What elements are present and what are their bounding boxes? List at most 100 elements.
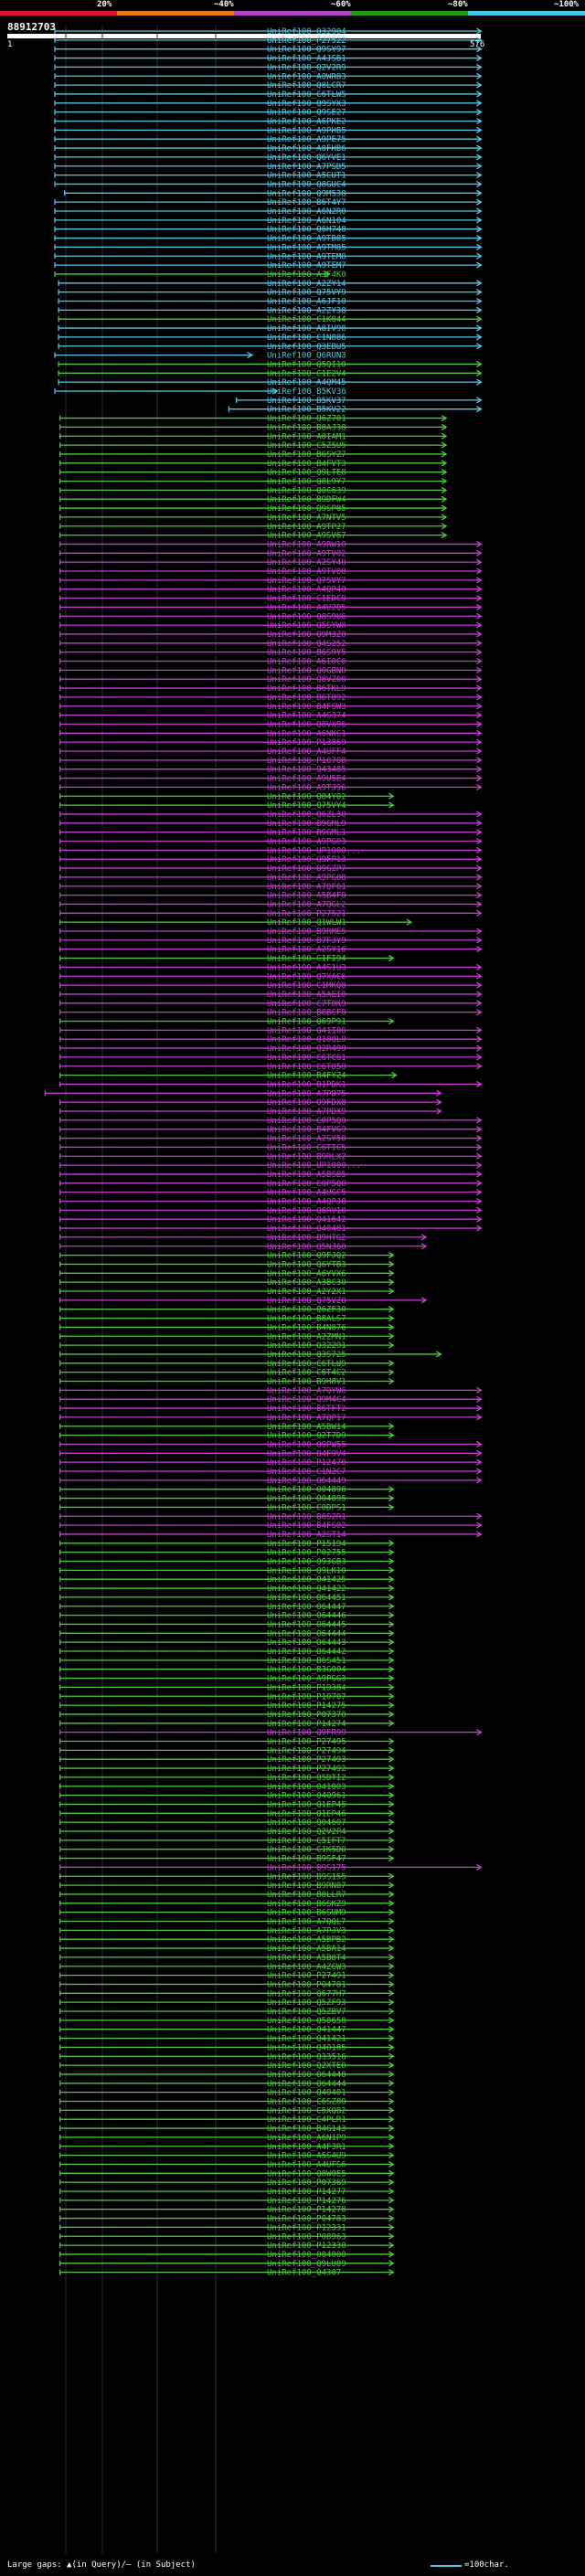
hit-label[interactable]: UniRef100_A9SV67: [267, 532, 346, 541]
hit-label[interactable]: UniRef100_Q9LTE8: [267, 469, 346, 478]
hit-label[interactable]: UniRef100_A7NTV5: [267, 514, 346, 523]
hit-label[interactable]: UniRef100_Q40961: [267, 1792, 346, 1801]
hit-label[interactable]: UniRef100_B6S451: [267, 1657, 346, 1666]
hit-label[interactable]: UniRef100_B9SF47: [267, 1855, 346, 1864]
hit-label[interactable]: UniRef100_A5B8T4: [267, 1954, 346, 1963]
hit-label[interactable]: UniRef100_O64446: [267, 1612, 346, 1621]
hit-label[interactable]: UniRef100_O04895: [267, 1495, 346, 1504]
hit-label[interactable]: UniRef100_A9PE75: [267, 135, 346, 144]
hit-label[interactable]: UniRef100_O04000: [267, 2251, 346, 2260]
hit-label[interactable]: UniRef100_Q32291: [267, 1341, 346, 1351]
hit-label[interactable]: UniRef100_B9S155: [267, 1872, 346, 1882]
hit-label[interactable]: UniRef100_A2Y2X1: [267, 1288, 346, 1297]
hit-label[interactable]: UniRef100_C5Z5U5: [267, 441, 346, 451]
hit-label[interactable]: UniRef100_B7FJY9: [267, 937, 346, 946]
hit-label[interactable]: UniRef100_Q8LCR7: [267, 81, 346, 90]
hit-label[interactable]: UniRef100_P27494: [267, 1746, 346, 1755]
hit-label[interactable]: UniRef100_Q8GUC4: [267, 180, 346, 189]
hit-label[interactable]: UniRef100_Q7XAC6: [267, 972, 346, 981]
hit-label[interactable]: UniRef100_C5XQB2: [267, 2106, 346, 2115]
hit-label[interactable]: UniRef100_A9TEM8: [267, 252, 346, 261]
hit-label[interactable]: UniRef100_O64444: [267, 2080, 346, 2089]
hit-label[interactable]: UniRef100_Q6YTB3: [267, 1260, 346, 1269]
hit-label[interactable]: UniRef100_A5AEI0: [267, 991, 346, 1000]
hit-label[interactable]: UniRef100_B9H8V1: [267, 1378, 346, 1387]
hit-label[interactable]: UniRef100_A4JSB1: [267, 55, 346, 64]
hit-label[interactable]: UniRef100_Q10QL9: [267, 1035, 346, 1044]
hit-label[interactable]: UniRef100_P14278: [267, 2206, 346, 2215]
hit-label[interactable]: UniRef100_B4FSW3: [267, 703, 346, 712]
hit-label[interactable]: UniRef100_C7T0K9: [267, 1000, 346, 1009]
hit-label[interactable]: UniRef100_B8BCF0: [267, 1009, 346, 1018]
hit-label[interactable]: UniRef100_O64448: [267, 2071, 346, 2080]
hit-label[interactable]: UniRef100_A4S1U3: [267, 963, 346, 972]
hit-label[interactable]: UniRef100_A0WR83: [267, 72, 346, 81]
hit-label[interactable]: UniRef100_B9RME5: [267, 928, 346, 937]
hit-label[interactable]: UniRef100_B6S2R1: [267, 1512, 346, 1521]
hit-label[interactable]: UniRef100_A7QYW6: [267, 1386, 346, 1395]
hit-label[interactable]: UniRef100_C1FI94: [267, 955, 346, 964]
hit-label[interactable]: UniRef100_A6I0C6: [267, 658, 346, 667]
hit-label[interactable]: UniRef100_Q6Z701: [267, 415, 346, 424]
hit-label[interactable]: UniRef100_B4FYZ4: [267, 1072, 346, 1081]
hit-label[interactable]: UniRef100_A5CUT1: [267, 172, 346, 181]
hit-label[interactable]: UniRef100_Q75VY9: [267, 289, 346, 298]
hit-label[interactable]: UniRef100_B9RN07: [267, 1882, 346, 1891]
hit-label[interactable]: UniRef100_A4UGC5: [267, 1189, 346, 1198]
hit-label[interactable]: UniRef100_B4F9V4: [267, 1449, 346, 1458]
hit-label[interactable]: UniRef100_Q2V2R9: [267, 63, 346, 72]
hit-label[interactable]: UniRef100_O64447: [267, 1603, 346, 1612]
hit-label[interactable]: UniRef100_Q2V2P4: [267, 1828, 346, 1837]
hit-label[interactable]: UniRef100_P12330: [267, 2242, 346, 2251]
hit-label[interactable]: UniRef100_Q33516: [267, 2052, 346, 2062]
hit-label[interactable]: UniRef100_B3G004: [267, 1666, 346, 1675]
hit-label[interactable]: UniRef100_P14276: [267, 2197, 346, 2206]
hit-label[interactable]: UniRef100_A9TJ96: [267, 783, 346, 792]
hit-label[interactable]: UniRef100_B9HTG2: [267, 1234, 346, 1243]
hit-label[interactable]: UniRef100_Q8RV18: [267, 1206, 346, 1215]
hit-label[interactable]: UniRef100_Q40185: [267, 2043, 346, 2052]
hit-label[interactable]: UniRef100_Q1EP46: [267, 1809, 346, 1818]
hit-label[interactable]: UniRef100_Q32904: [267, 27, 346, 37]
hit-label[interactable]: UniRef100_Q6H748: [267, 226, 346, 235]
hit-label[interactable]: UniRef100_C1EDC9: [267, 595, 346, 604]
hit-label[interactable]: UniRef100_Q4307: [267, 2269, 341, 2278]
hit-label[interactable]: UniRef100_P04781: [267, 1980, 346, 1989]
hit-label[interactable]: UniRef100_Q5NJ60: [267, 1243, 346, 1252]
hit-label[interactable]: UniRef100_A4F3R1: [267, 2143, 346, 2152]
hit-label[interactable]: UniRef100_A2SY40: [267, 558, 346, 567]
hit-label[interactable]: UniRef100_O04896: [267, 1486, 346, 1495]
hit-label[interactable]: UniRef100_A5BA14: [267, 1945, 346, 1954]
hit-label[interactable]: UniRef100_P15194: [267, 1540, 346, 1549]
hit-label[interactable]: UniRef100_A8IAM1: [267, 432, 346, 441]
hit-label[interactable]: UniRef100_A9TV00: [267, 567, 346, 577]
hit-label[interactable]: UniRef100_Q41642: [267, 1215, 346, 1224]
hit-label[interactable]: UniRef100_A2SY16: [267, 946, 346, 955]
hit-label[interactable]: UniRef100_A9TEM7: [267, 261, 346, 270]
hit-label[interactable]: UniRef100_A9PHB5: [267, 126, 346, 135]
hit-label[interactable]: UniRef100_A4QPJ8: [267, 1198, 346, 1207]
hit-label[interactable]: UniRef100_A2SY50: [267, 1135, 346, 1144]
hit-label[interactable]: UniRef100_Q5ZF93: [267, 1998, 346, 2008]
hit-label[interactable]: UniRef100_Q75VY7: [267, 577, 346, 586]
hit-label[interactable]: UniRef100_B9GZP7: [267, 864, 346, 874]
hit-label[interactable]: UniRef100_B9RLX2: [267, 1152, 346, 1161]
hit-label[interactable]: UniRef100_P12331: [267, 2223, 346, 2232]
hit-label[interactable]: UniRef100_A4U2Q5: [267, 603, 346, 612]
hit-label[interactable]: UniRef100_C1MKQ8: [267, 981, 346, 991]
hit-label[interactable]: UniRef100_Q04607: [267, 1818, 346, 1828]
hit-label[interactable]: UniRef100_Q0C639: [267, 486, 346, 495]
hit-label[interactable]: UniRef100_P08963: [267, 2232, 346, 2242]
hit-label[interactable]: UniRef100_A6YVX6: [267, 1269, 346, 1278]
hit-label[interactable]: UniRef100_P13869: [267, 738, 346, 747]
hit-label[interactable]: UniRef100_C6TC61: [267, 1054, 346, 1063]
hit-label[interactable]: UniRef100_A9PGG3: [267, 1675, 346, 1684]
hit-label[interactable]: UniRef100_O64442: [267, 1648, 346, 1657]
hit-label[interactable]: UniRef100_B4FVG9: [267, 1126, 346, 1135]
hit-label[interactable]: UniRef100_P12470: [267, 1458, 346, 1468]
hit-label[interactable]: UniRef100_Q2R499: [267, 1044, 346, 1054]
hit-label[interactable]: UniRef100_P27495: [267, 1738, 346, 1747]
hit-label[interactable]: UniRef100_C1K044: [267, 315, 346, 324]
hit-label[interactable]: UniRef100_A4UFF4: [267, 747, 346, 757]
hit-label[interactable]: UniRef100_A3BC30: [267, 1278, 346, 1288]
